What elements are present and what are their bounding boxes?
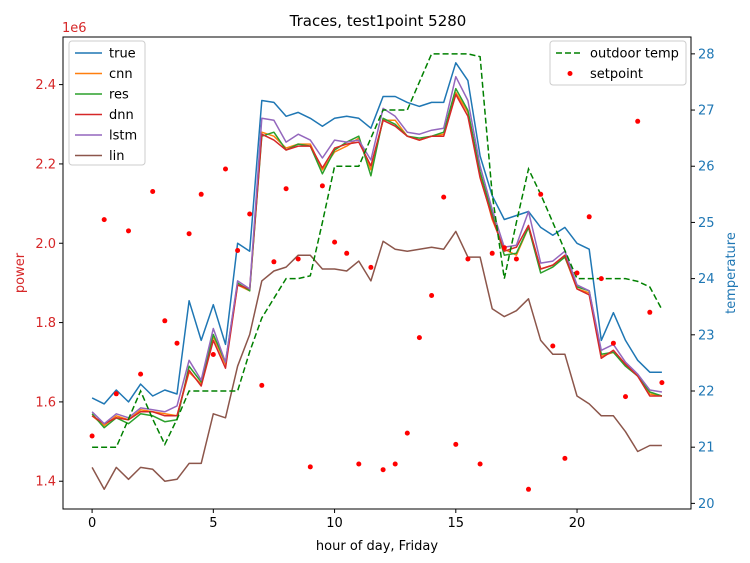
series-point-setpoint — [271, 259, 277, 265]
series-point-setpoint — [647, 309, 653, 315]
series-point-setpoint — [319, 183, 325, 189]
series-point-setpoint — [538, 191, 544, 197]
series-point-setpoint — [392, 461, 398, 467]
legend-right-frame — [549, 40, 687, 86]
plot-frame — [62, 36, 692, 510]
y-left-tick-label: 1.4 — [35, 475, 56, 490]
y-left-tick-label: 1.8 — [35, 316, 56, 331]
y-right-tick-label: 24 — [698, 272, 715, 287]
series-point-setpoint — [138, 371, 144, 377]
legend-label-dnn: dnn — [109, 108, 134, 123]
series-point-setpoint — [610, 340, 616, 346]
axes: 0 5 10 15 20 1.4 1.6 1.8 2.0 2.2 2.4 20 21 22 23 24 25 26… — [35, 47, 714, 531]
series-point-setpoint — [453, 441, 459, 447]
legend-label-cnn: cnn — [109, 67, 133, 82]
legend-left: true cnn res dnn lstm lin — [68, 40, 146, 166]
y-left-axis-label: power — [13, 252, 28, 293]
y-right-tick-label: 27 — [698, 104, 715, 119]
y-left-tick-label: 1.6 — [35, 395, 56, 410]
legend-right: outdoor temp setpoint — [549, 40, 687, 86]
x-tick-label: 15 — [448, 516, 465, 531]
x-tick-label: 20 — [569, 516, 586, 531]
series-point-setpoint — [416, 335, 422, 341]
legend-label-lin: lin — [109, 149, 124, 164]
series-point-setpoint — [89, 433, 95, 439]
series-point-setpoint — [489, 250, 495, 256]
series-point-setpoint — [368, 264, 374, 270]
series-point-setpoint — [247, 211, 253, 217]
series-point-setpoint — [465, 256, 471, 262]
x-tick-label: 0 — [88, 516, 96, 531]
y-right-tick-label: 23 — [698, 328, 715, 343]
series-point-setpoint — [223, 166, 228, 172]
y-right-tick-label: 28 — [698, 47, 715, 62]
plot-area — [89, 53, 665, 492]
series-point-setpoint — [635, 118, 641, 124]
series-point-setpoint — [441, 194, 447, 200]
y-right-tick-label: 20 — [698, 497, 715, 512]
legend-left-frame — [68, 40, 146, 166]
x-tick-label: 10 — [326, 516, 343, 531]
series-point-setpoint — [574, 270, 580, 276]
legend-label-outdoor-temp: outdoor temp — [590, 47, 679, 62]
y-right-axis-label: temperature — [724, 232, 739, 314]
series-point-setpoint — [235, 248, 241, 253]
series-point-setpoint — [477, 461, 483, 467]
series-line-outdoor-temp — [92, 53, 663, 448]
series-point-setpoint — [623, 394, 628, 400]
y-right-tick-label: 22 — [698, 385, 715, 400]
series-point-setpoint — [598, 276, 604, 282]
y-right-tick-label: 21 — [698, 441, 715, 456]
legend-swatch-setpoint — [567, 71, 573, 76]
series-point-setpoint — [259, 382, 265, 388]
series-point-setpoint — [404, 430, 410, 436]
series-point-setpoint — [174, 340, 180, 346]
y-left-offset-label: 1e6 — [62, 21, 87, 36]
series-point-setpoint — [332, 239, 338, 245]
series-point-setpoint — [562, 455, 568, 461]
series-point-setpoint — [307, 464, 313, 470]
series-point-setpoint — [126, 228, 131, 234]
series-point-setpoint — [429, 293, 435, 298]
series-line-lin — [91, 230, 662, 490]
legend-label-res: res — [109, 88, 129, 103]
series-point-setpoint — [295, 256, 301, 262]
x-tick-label: 5 — [209, 516, 217, 531]
x-axis-label: hour of day, Friday — [316, 539, 438, 554]
legend-label-lstm: lstm — [109, 129, 137, 144]
series-point-setpoint — [659, 380, 665, 386]
series-point-setpoint — [550, 343, 556, 349]
series-point-setpoint — [150, 189, 156, 194]
series-point-setpoint — [162, 318, 168, 324]
series-line-dnn — [91, 93, 662, 425]
y-right-tick-label: 25 — [698, 216, 715, 231]
y-left-tick-label: 2.2 — [35, 157, 56, 172]
series-point-setpoint — [586, 214, 592, 220]
series-point-setpoint — [198, 191, 204, 197]
series-point-setpoint — [101, 217, 107, 223]
series-point-setpoint — [356, 461, 362, 467]
series-point-setpoint — [113, 391, 119, 397]
legend-label-setpoint: setpoint — [590, 67, 643, 82]
series-point-setpoint — [210, 352, 216, 357]
series-point-setpoint — [283, 186, 289, 192]
series-point-setpoint — [526, 486, 531, 492]
series-line-true — [91, 62, 662, 405]
y-right-tick-label: 26 — [698, 160, 715, 175]
series-point-setpoint — [501, 245, 507, 251]
series-point-setpoint — [513, 256, 519, 262]
chart-title: Traces, test1point 5280 — [289, 12, 467, 30]
y-left-tick-label: 2.0 — [35, 237, 56, 252]
y-left-tick-label: 2.4 — [35, 78, 56, 93]
series-point-setpoint — [344, 250, 350, 256]
series-point-setpoint — [380, 467, 386, 473]
series-point-setpoint — [186, 231, 192, 237]
legend-label-true: true — [109, 47, 136, 62]
